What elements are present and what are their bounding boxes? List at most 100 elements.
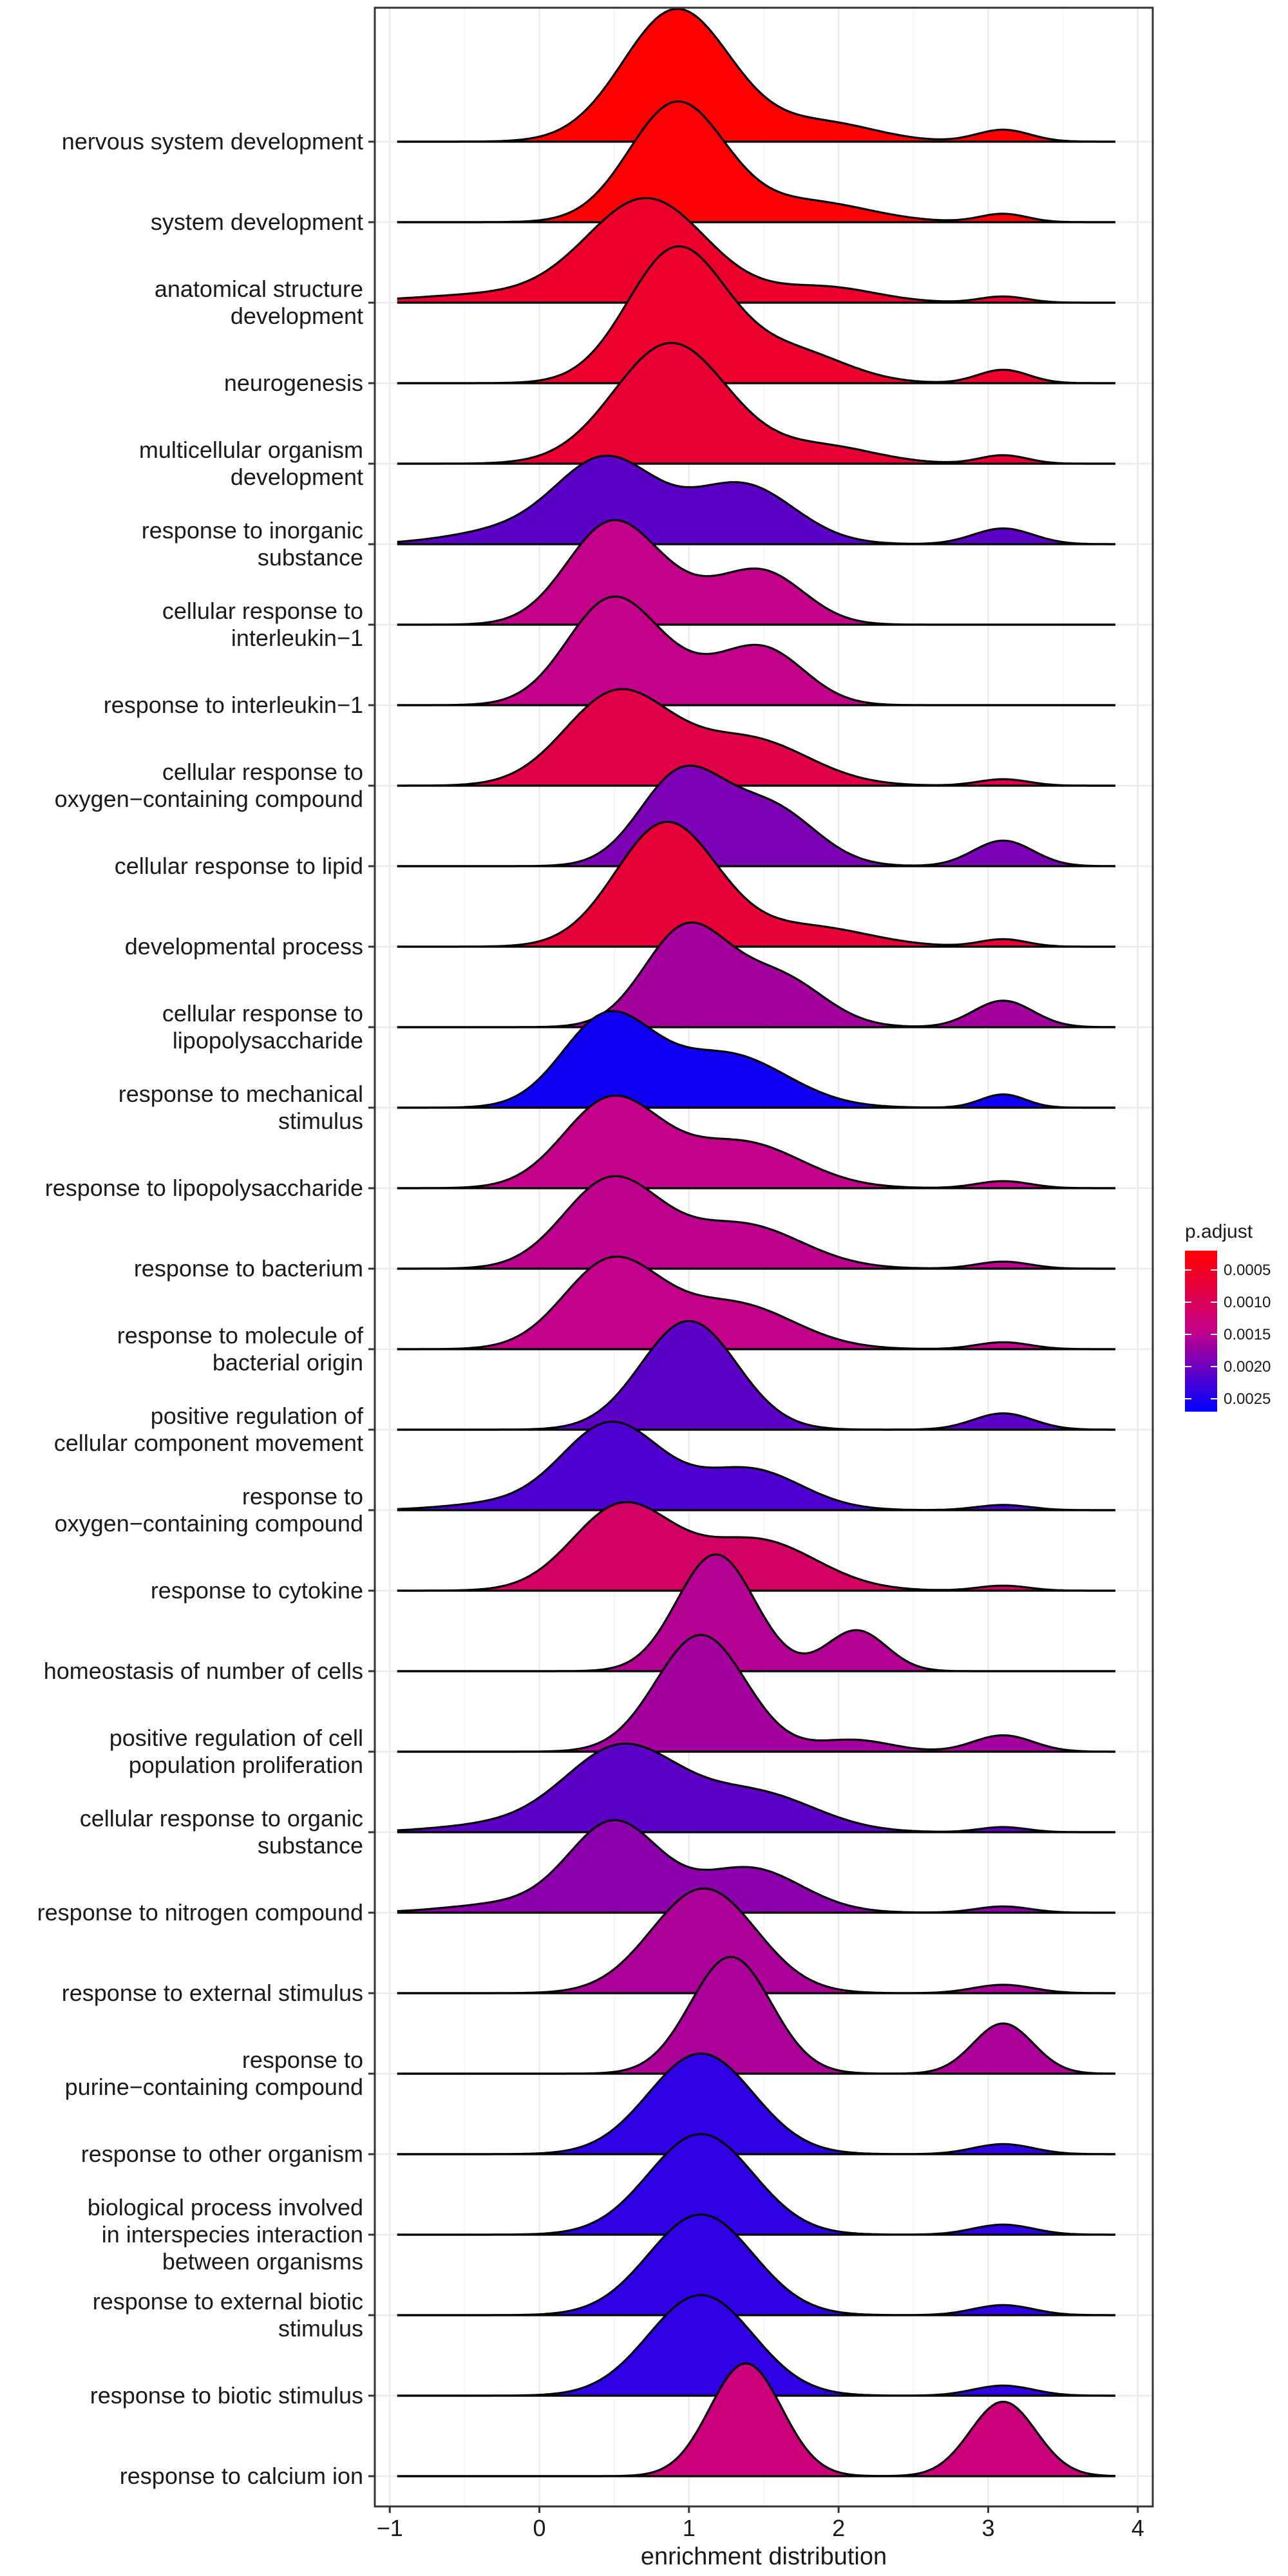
ridge-fill-13 xyxy=(397,1095,1115,1188)
ridge-17 xyxy=(397,1420,1115,1511)
x-tick-label-0: −1 xyxy=(377,2515,403,2541)
ridge-fill-24 xyxy=(397,1956,1115,2074)
category-label-20: positive regulation of cell population pr… xyxy=(109,1725,363,1778)
ridge-20 xyxy=(397,1634,1115,1753)
category-label-28: response to biotic stimulus xyxy=(90,2382,363,2409)
ridge-22 xyxy=(397,1819,1115,1914)
ridge-outline-4 xyxy=(397,341,1115,465)
ridge-fill-20 xyxy=(397,1634,1115,1752)
ridge-14 xyxy=(397,1175,1115,1270)
category-label-3: neurogenesis xyxy=(224,370,363,396)
ridge-outline-5 xyxy=(397,454,1115,545)
ridge-fill-21 xyxy=(397,1743,1115,1832)
ridge-fill-18 xyxy=(397,1502,1115,1591)
ridge-27 xyxy=(397,2213,1115,2316)
category-label-4: multicellular organism development xyxy=(139,437,363,490)
category-label-23: response to external stimulus xyxy=(62,1980,363,2006)
ridge-outline-10 xyxy=(397,820,1115,948)
ridge-fill-5 xyxy=(397,455,1115,544)
category-label-26: biological process involved in interspeci… xyxy=(88,2194,363,2275)
x-tick-label-5: 4 xyxy=(1132,2515,1144,2541)
legend-tick-label-4: 0.0025 xyxy=(1224,1390,1271,1408)
ridge-fill-14 xyxy=(397,1176,1115,1269)
ridge-16 xyxy=(397,1320,1115,1431)
category-label-12: response to mechanical stimulus xyxy=(118,1081,363,1134)
ridge-24 xyxy=(397,1956,1115,2075)
category-label-16: positive regulation of cellular component… xyxy=(54,1403,364,1456)
legend-title: p.adjust xyxy=(1185,1221,1253,1242)
ridge-21 xyxy=(397,1742,1115,1833)
ridge-outline-15 xyxy=(397,1255,1115,1350)
category-labels: nervous system development system develop… xyxy=(37,128,375,2489)
category-label-15: response to molecule of bacterial origin xyxy=(117,1322,364,1376)
x-tick-label-1: 0 xyxy=(533,2515,546,2541)
legend-ticks: 0.0005 0.0010 0.0015 0.0020 0.0025 xyxy=(1185,1262,1271,1408)
ridge-outline-8 xyxy=(397,688,1115,787)
ridge-outline-17 xyxy=(397,1420,1115,1511)
category-label-10: developmental process xyxy=(125,933,363,960)
x-axis-title: enrichment distribution xyxy=(641,2543,887,2570)
ridge-fill-16 xyxy=(397,1321,1115,1430)
ridge-3 xyxy=(397,245,1115,384)
legend-tick-label-0: 0.0005 xyxy=(1224,1262,1271,1279)
ridge-fill-25 xyxy=(397,2053,1115,2154)
ridge-19 xyxy=(397,1553,1115,1672)
ridge-4 xyxy=(397,341,1115,465)
category-label-2: anatomical structure development xyxy=(155,276,363,329)
category-label-24: response to purine−containing compound xyxy=(65,2047,363,2100)
ridge-fill-10 xyxy=(397,822,1115,947)
ridge-outline-12 xyxy=(397,1010,1115,1109)
ridge-fill-27 xyxy=(397,2214,1115,2315)
category-label-18: response to cytokine xyxy=(151,1577,363,1604)
ridge-11 xyxy=(397,921,1115,1028)
ridge-10 xyxy=(397,820,1115,948)
legend-tick-label-3: 0.0020 xyxy=(1224,1358,1271,1376)
ridge-0 xyxy=(397,8,1115,143)
category-label-14: response to bacterium xyxy=(134,1255,363,1282)
ridge-fill-17 xyxy=(397,1421,1115,1510)
category-label-0: nervous system development xyxy=(62,128,363,155)
ridge-fill-3 xyxy=(397,246,1115,383)
ridge-25 xyxy=(397,2052,1115,2155)
ridge-fill-1 xyxy=(397,101,1115,222)
category-label-13: response to lipopolysaccharide xyxy=(45,1175,363,1201)
ridge-outline-13 xyxy=(397,1094,1115,1189)
ridge-26 xyxy=(397,2133,1115,2236)
ridge-6 xyxy=(397,518,1115,626)
legend: p.adjust 0.0005 0.0010 0.0015 0.0020 0.0025 xyxy=(1185,1221,1271,1412)
legend-color-bar xyxy=(1185,1251,1217,1412)
ridge-fill-2 xyxy=(397,198,1115,303)
ridge-fill-0 xyxy=(397,8,1115,142)
x-tick-label-2: 1 xyxy=(683,2515,696,2541)
category-label-22: response to nitrogen compound xyxy=(37,1899,363,1926)
legend-tick-label-1: 0.0010 xyxy=(1224,1294,1271,1311)
category-label-11: cellular response to lipopolysaccharide xyxy=(162,1000,363,1054)
ridge-fill-19 xyxy=(397,1554,1115,1671)
ridge-5 xyxy=(397,454,1115,545)
ridge-15 xyxy=(397,1255,1115,1350)
x-tick-label-4: 3 xyxy=(981,2515,994,2541)
ridge-outline-18 xyxy=(397,1501,1115,1592)
ridge-1 xyxy=(397,100,1115,223)
category-label-25: response to other organism xyxy=(81,2141,363,2167)
category-label-27: response to external biotic stimulus xyxy=(93,2288,363,2342)
ridge-8 xyxy=(397,688,1115,787)
category-label-7: response to interleukin−1 xyxy=(104,692,363,718)
ridge-outline-21 xyxy=(397,1742,1115,1833)
x-tick-label-3: 2 xyxy=(832,2515,845,2541)
panel-border xyxy=(374,6,1154,2508)
ridge-outline-14 xyxy=(397,1175,1115,1270)
category-label-21: cellular response to organic substance xyxy=(80,1805,363,1859)
x-axis: −1 0 1 2 3 4 xyxy=(377,2506,1144,2541)
category-label-17: response to oxygen−containing compound xyxy=(55,1483,363,1537)
ridge-fill-26 xyxy=(397,2134,1115,2235)
ridge-outline-2 xyxy=(397,196,1115,304)
ridge-2 xyxy=(397,196,1115,304)
category-label-9: cellular response to lipid xyxy=(115,853,363,879)
ridges xyxy=(397,8,1115,2477)
ridge-13 xyxy=(397,1094,1115,1189)
ridge-outline-22 xyxy=(397,1819,1115,1914)
ridge-fill-15 xyxy=(397,1256,1115,1349)
legend-tick-label-2: 0.0015 xyxy=(1224,1326,1271,1343)
ridge-fill-6 xyxy=(397,520,1115,625)
